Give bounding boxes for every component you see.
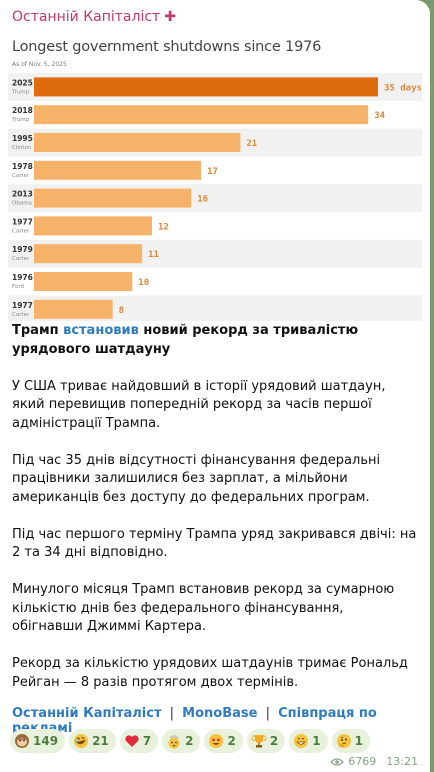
bar [34, 272, 133, 291]
grinning-face-icon [294, 734, 309, 748]
exploding-head-icon [168, 735, 180, 749]
red-heart-icon [125, 735, 139, 747]
paragraph-4: Минулого місяця Трамп встановив рекорд з… [12, 582, 395, 634]
bar-value-label: 10 [138, 278, 149, 288]
bar [34, 299, 113, 319]
heart-eyes-face-icon [209, 734, 224, 748]
reaction-heart-eyes[interactable]: 2 [204, 729, 243, 753]
paragraph-5: Рекорд за кількістю урядових шатдаунів т… [12, 656, 408, 690]
category-year-label: 2025 [12, 78, 33, 87]
headline-end: новий рекорд за тривалістю урядового шат… [12, 323, 359, 357]
footer-links: Останній Капіталіст | MonoBase | Співпра… [12, 706, 430, 736]
category-year-label: 1995 [12, 134, 33, 143]
category-year-label: 1976 [12, 273, 33, 282]
bar [34, 188, 192, 208]
bar [34, 105, 369, 125]
view-count: 6769 [348, 755, 377, 768]
category-year-label: 1979 [12, 245, 33, 254]
bar [34, 133, 241, 152]
bar [34, 216, 152, 236]
category-president-label: Ford [12, 284, 24, 290]
chart-image[interactable]: Longest government shutdowns since 1976 … [0, 34, 430, 321]
paragraph-1: У США триває найдовший в історії урядови… [12, 378, 386, 431]
monkey-face-icon [15, 734, 29, 748]
thinking-face-icon [336, 734, 351, 748]
category-year-label: 1977 [12, 217, 33, 226]
reaction-grinning[interactable]: 1 [289, 729, 328, 753]
category-year-label: 2018 [12, 106, 33, 115]
category-president-label: Obama [12, 201, 32, 207]
category-year-label: 2013 [12, 190, 33, 199]
category-president-label: Trump [11, 89, 30, 95]
bar-value-label: 17 [207, 167, 218, 177]
reaction-thinking[interactable]: 1 [331, 729, 370, 753]
post-text: Трамп встановив новий рекорд за триваліс… [12, 322, 418, 711]
bar [34, 160, 202, 180]
category-year-label: 1978 [12, 162, 33, 171]
headline-start: Трамп [12, 323, 64, 338]
bar-value-label: 16 [197, 195, 208, 205]
post-headline: Трамп встановив новий рекорд за триваліс… [12, 322, 418, 359]
reaction-exploding-head[interactable]: 2 [162, 729, 201, 753]
reaction-heart[interactable]: 7 [119, 729, 159, 753]
category-year-label: 1977 [12, 301, 33, 310]
reaction-count: 21 [92, 734, 109, 748]
message-time: 13:21 [386, 755, 418, 768]
category-president-label: Clinton [12, 145, 32, 151]
category-president-label: Carter [12, 228, 30, 234]
reaction-count: 7 [142, 734, 152, 748]
reaction-count: 2 [185, 734, 194, 748]
footer-separator: | [169, 706, 175, 721]
reaction-count: 1 [312, 734, 321, 748]
bar-value-label: 12 [158, 222, 169, 232]
reaction-count: 149 [33, 734, 59, 748]
reaction-count: 2 [269, 734, 279, 748]
paragraph-2: Під час 35 днів відсутності фінансування… [12, 452, 381, 505]
bar-value-label: 35 days [384, 83, 422, 93]
bar-value-label: 21 [246, 139, 257, 149]
bar-value-label: 11 [148, 250, 159, 260]
bar-chart: 2025 Trump 35 days 2018 Trump 34 1995 Clinton 21… [8, 73, 422, 321]
headline-link[interactable]: встановив [63, 323, 139, 338]
channel-name[interactable]: Останній Капіталіст ✚ [12, 9, 176, 25]
category-president-label: Carter [12, 173, 30, 179]
category-president-label: Trump [11, 117, 30, 123]
bar [34, 77, 378, 97]
category-president-label: Carter [12, 312, 30, 318]
bar [34, 244, 143, 264]
eye-icon [330, 757, 345, 766]
paragraph-3: Під час першого терміну Трампа уряд закр… [12, 526, 417, 561]
trophy-icon [251, 735, 267, 748]
rofl-face-icon [74, 734, 89, 748]
reaction-monkey[interactable]: 149 [10, 729, 66, 753]
reaction-trophy[interactable]: 2 [246, 729, 286, 753]
bar-value-label: 34 [374, 111, 385, 121]
chart-subtitle: As of Nov. 5, 2025 [12, 61, 67, 68]
reactions-bar: 149 21 7 2 [10, 729, 370, 753]
reaction-count: 1 [354, 734, 363, 748]
category-president-label: Carter [12, 256, 30, 262]
bar-value-label: 8 [119, 306, 124, 316]
footer-link-channel[interactable]: Останній Капіталіст [12, 706, 162, 721]
message-meta: 6769 13:21 [330, 755, 418, 768]
footer-separator: | [265, 706, 270, 721]
reaction-count: 2 [227, 734, 236, 748]
channel-name-label: Останній Капіталіст [12, 9, 161, 25]
footer-link-monobase[interactable]: MonoBase [182, 706, 258, 721]
chart-title: Longest government shutdowns since 1976 [12, 39, 322, 55]
reaction-rofl[interactable]: 21 [69, 729, 116, 753]
cross-icon: ✚ [164, 9, 176, 25]
